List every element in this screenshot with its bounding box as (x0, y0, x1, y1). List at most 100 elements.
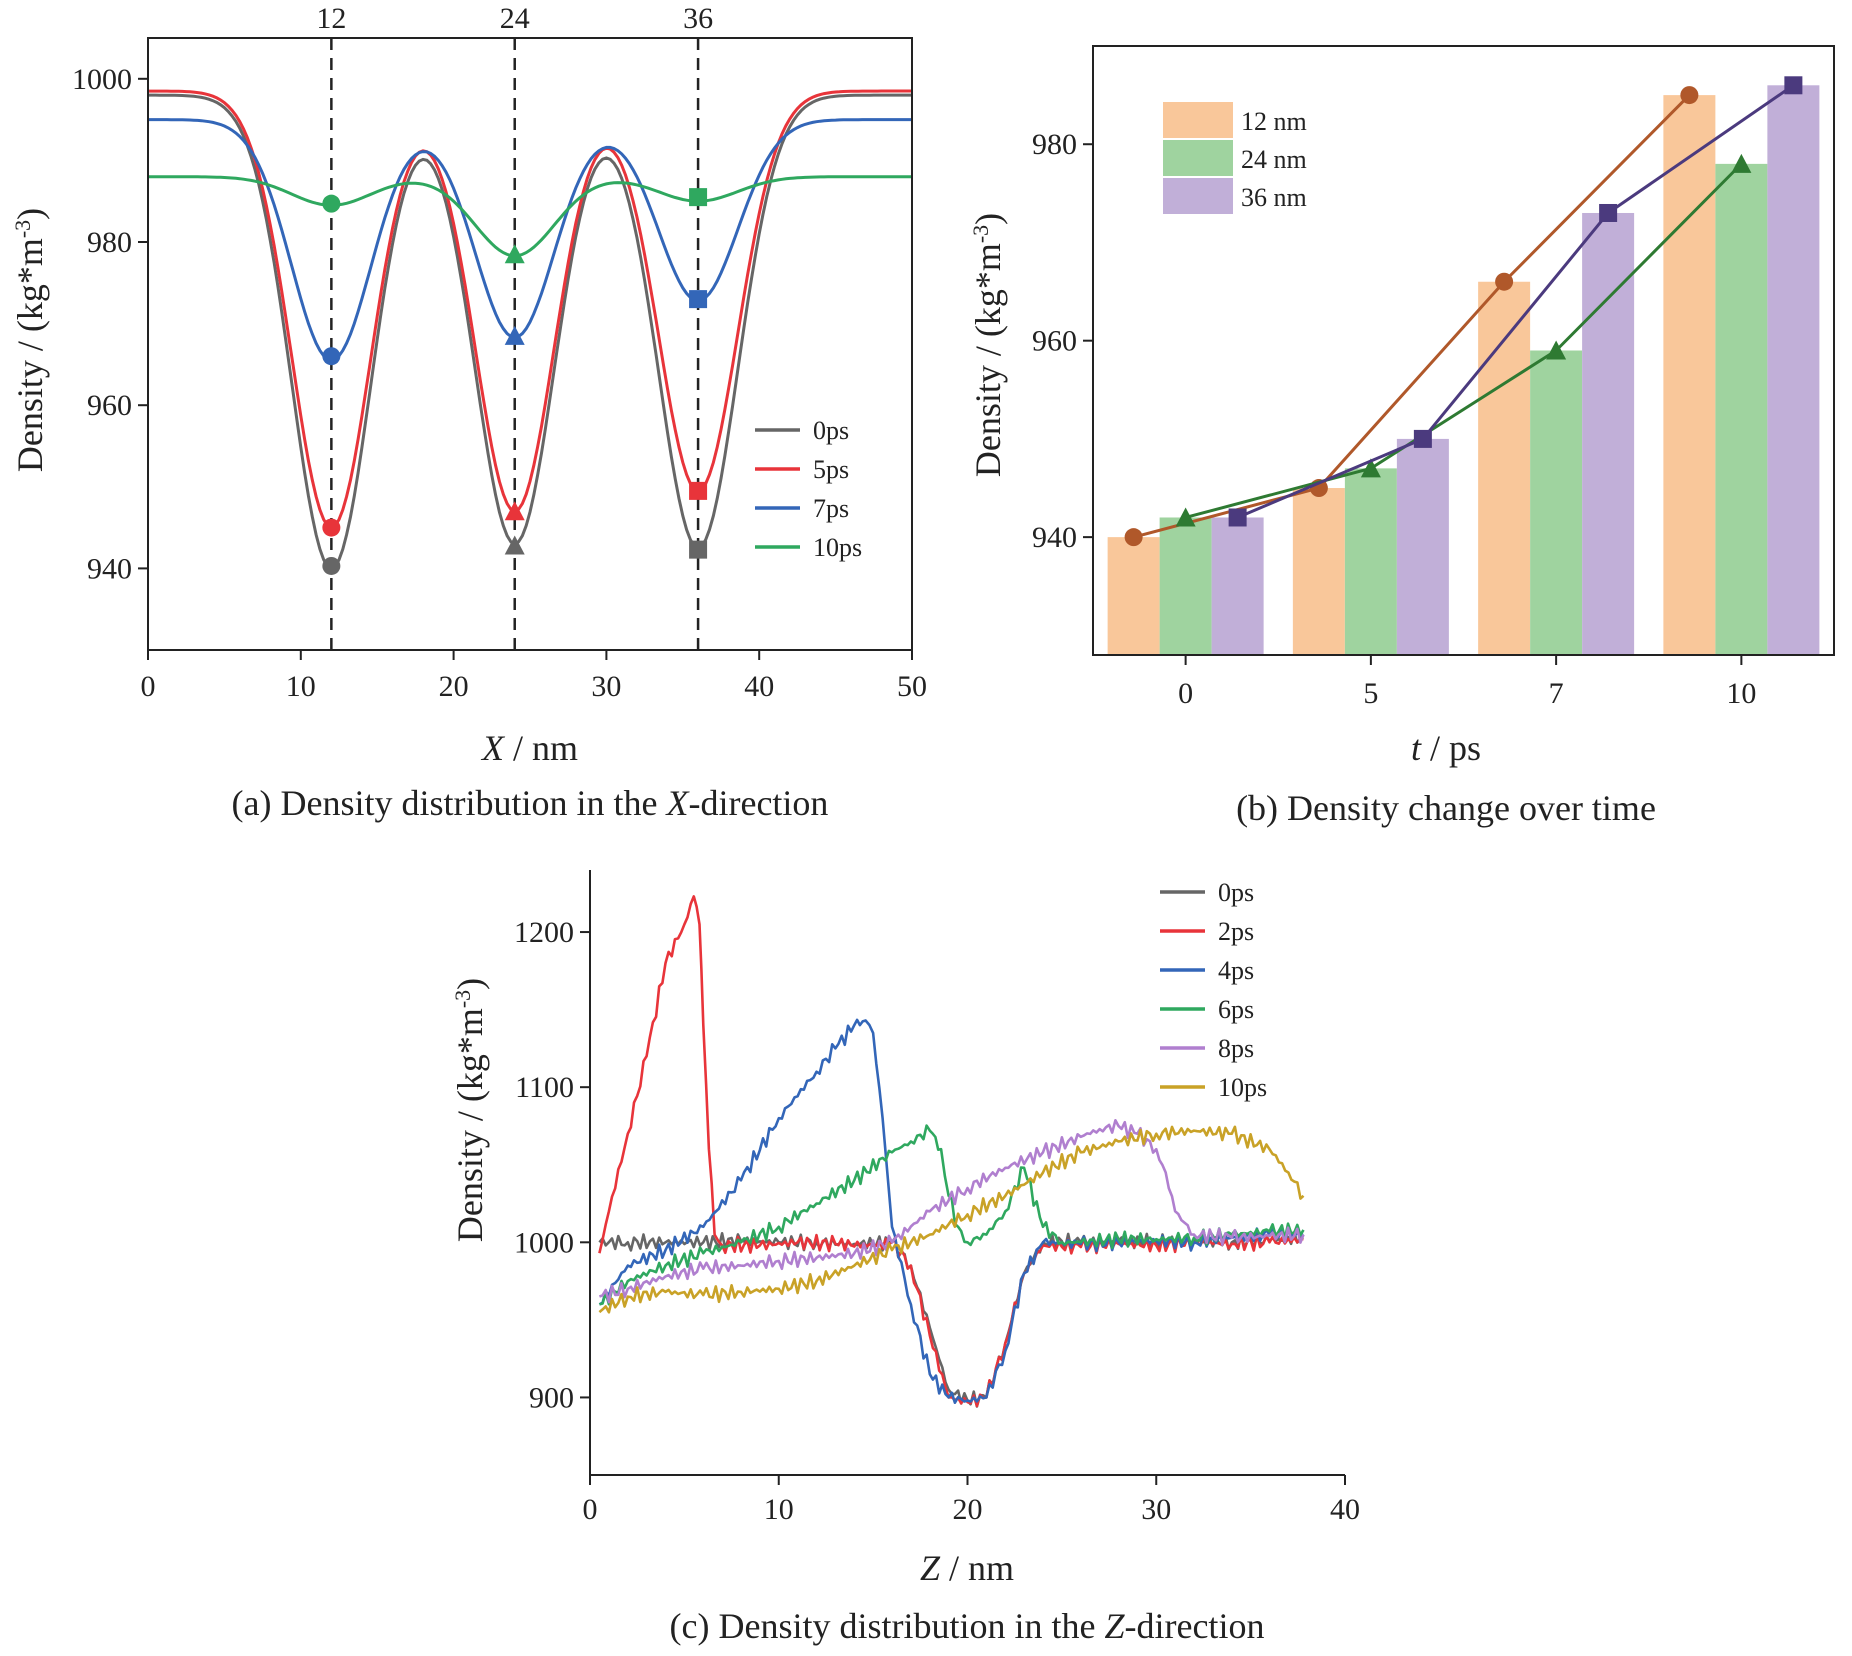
panel-c-x-axis-title: Z / nm (920, 1548, 1014, 1588)
y-tick-label: 940 (1032, 521, 1077, 554)
marker-10ps-24 (504, 244, 525, 264)
marker-0ps-12 (322, 556, 341, 575)
x-tick-label: 30 (1141, 1493, 1171, 1526)
x-tick-label: 40 (744, 670, 774, 703)
marker-24 nm-5 (1360, 458, 1381, 478)
trend-line-36 nm (1237, 84, 1795, 519)
marker-36 nm-0 (1228, 508, 1247, 527)
marker-12 nm-7 (1495, 272, 1514, 291)
panel-b-plot-area: 0 5 7 10 940 960 980 12 nm 24 nm 36 nm (1032, 45, 1835, 710)
marker-10ps-36 (689, 188, 708, 207)
marker-24 nm-0 (1175, 507, 1196, 527)
marker-7ps-36 (689, 290, 708, 309)
bar-24 nm-7 (1530, 350, 1583, 655)
legend-label-10ps: 10ps (813, 533, 862, 562)
x-tick-label: 0 (1178, 677, 1193, 710)
bar-24 nm-0 (1159, 517, 1212, 655)
bar-36 nm-10 (1767, 85, 1820, 655)
marker-10ps-12 (322, 194, 341, 213)
bar-36 nm-5 (1396, 438, 1449, 655)
panel-b-density-time: 0 5 7 10 940 960 980 12 nm 24 nm 36 nm t / ps Den… (968, 45, 1835, 828)
panel-b-x-axis-title: t / ps (1411, 728, 1481, 768)
marker-5ps-24 (504, 501, 525, 521)
series-line-0ps (598, 1230, 1304, 1408)
bar-12 nm-0 (1107, 537, 1160, 655)
x-tick-label: 5 (1363, 677, 1378, 710)
series-line-7ps (148, 118, 912, 362)
panel-c-y-axis-title: Density / (kg*m-3) (450, 978, 491, 1242)
x-tick-label: 10 (1726, 677, 1756, 710)
series-line-2ps (598, 895, 1304, 1408)
legend-label-6ps: 6ps (1218, 995, 1254, 1024)
marker-12 nm-0 (1124, 528, 1143, 547)
y-tick-label: 1100 (515, 1071, 574, 1104)
x-tick-label: 7 (1549, 677, 1564, 710)
series-line-10ps (148, 175, 912, 258)
x-tick-label: 10 (764, 1493, 794, 1526)
top-guide-label: 12 (316, 2, 346, 35)
bar-36 nm-0 (1211, 517, 1264, 655)
y-tick-label: 960 (87, 389, 132, 422)
trend-line-24 nm (1185, 162, 1743, 519)
x-tick-label: 10 (286, 670, 316, 703)
marker-7ps-24 (504, 325, 525, 345)
y-tick-label: 1000 (514, 1226, 574, 1259)
panel-c-plot-area: 0 10 20 30 40 900 1000 1100 1200 0ps 2ps 4ps 6ps 8ps 1… (514, 870, 1360, 1526)
x-tick-label: 40 (1330, 1493, 1360, 1526)
marker-0ps-24 (504, 535, 525, 555)
x-tick-label: 0 (141, 670, 156, 703)
y-tick-label: 980 (87, 226, 132, 259)
x-tick-label: 0 (583, 1493, 598, 1526)
legend-swatch-24 nm (1163, 140, 1233, 176)
x-tick-label: 30 (591, 670, 621, 703)
bar-24 nm-10 (1715, 163, 1768, 655)
y-tick-label: 900 (529, 1381, 574, 1414)
marker-24 nm-10 (1731, 153, 1752, 173)
marker-12 nm-10 (1680, 86, 1699, 105)
panel-a-y-axis-title: Density / (kg*m-3) (10, 208, 51, 472)
legend-swatch-36 nm (1163, 178, 1233, 214)
panel-a-caption: (a) Density distribution in the X-direct… (232, 783, 829, 823)
panel-b-y-axis-title: Density / (kg*m-3) (968, 213, 1009, 477)
series-line-10ps (598, 1125, 1305, 1314)
marker-5ps-12 (322, 518, 341, 537)
panel-a-plot-area: 12 24 36 0 10 20 30 40 50 940 960 980 1000 0ps 5ps 7ps 1… (72, 2, 927, 703)
legend-label-10ps: 10ps (1218, 1073, 1267, 1102)
legend-label-0ps: 0ps (1218, 878, 1254, 907)
panel-c-caption: (c) Density distribution in the Z-direct… (670, 1606, 1265, 1646)
panel-a-frame (147, 37, 913, 651)
series-line-8ps (598, 1119, 1305, 1304)
marker-36 nm-10 (1784, 76, 1803, 95)
y-tick-label: 1000 (72, 63, 132, 96)
panel-a-density-x: 12 24 36 0 10 20 30 40 50 940 960 980 1000 0ps 5ps 7ps 1… (10, 2, 928, 823)
top-guide-label: 24 (500, 2, 530, 35)
legend-label-0ps: 0ps (813, 416, 849, 445)
legend-label-2ps: 2ps (1218, 917, 1254, 946)
panel-c-density-z: 0 10 20 30 40 900 1000 1100 1200 0ps 2ps 4ps 6ps 8ps 1… (450, 870, 1360, 1646)
panel-a-x-axis-title: X / nm (480, 728, 578, 768)
y-tick-label: 940 (87, 552, 132, 585)
bar-12 nm-5 (1292, 488, 1345, 655)
y-tick-label: 960 (1032, 325, 1077, 358)
x-tick-label: 50 (897, 670, 927, 703)
panel-b-frame (1092, 45, 1835, 656)
bar-36 nm-7 (1582, 212, 1635, 655)
marker-5ps-36 (689, 481, 708, 500)
series-line-4ps (598, 1018, 1304, 1404)
series-line-6ps (599, 1124, 1305, 1306)
series-line-5ps (148, 89, 912, 530)
y-tick-label: 1200 (514, 916, 574, 949)
marker-24 nm-7 (1546, 340, 1567, 360)
legend-label-7ps: 7ps (813, 494, 849, 523)
marker-0ps-36 (689, 540, 708, 559)
y-tick-label: 980 (1032, 128, 1077, 161)
x-tick-label: 20 (439, 670, 469, 703)
series-line-0ps (148, 93, 912, 571)
bar-24 nm-5 (1344, 468, 1397, 655)
legend-label-12 nm: 12 nm (1241, 107, 1307, 136)
bar-12 nm-7 (1478, 281, 1531, 655)
bar-12 nm-10 (1663, 95, 1716, 655)
legend-swatch-12 nm (1163, 102, 1233, 138)
marker-7ps-12 (322, 347, 341, 366)
